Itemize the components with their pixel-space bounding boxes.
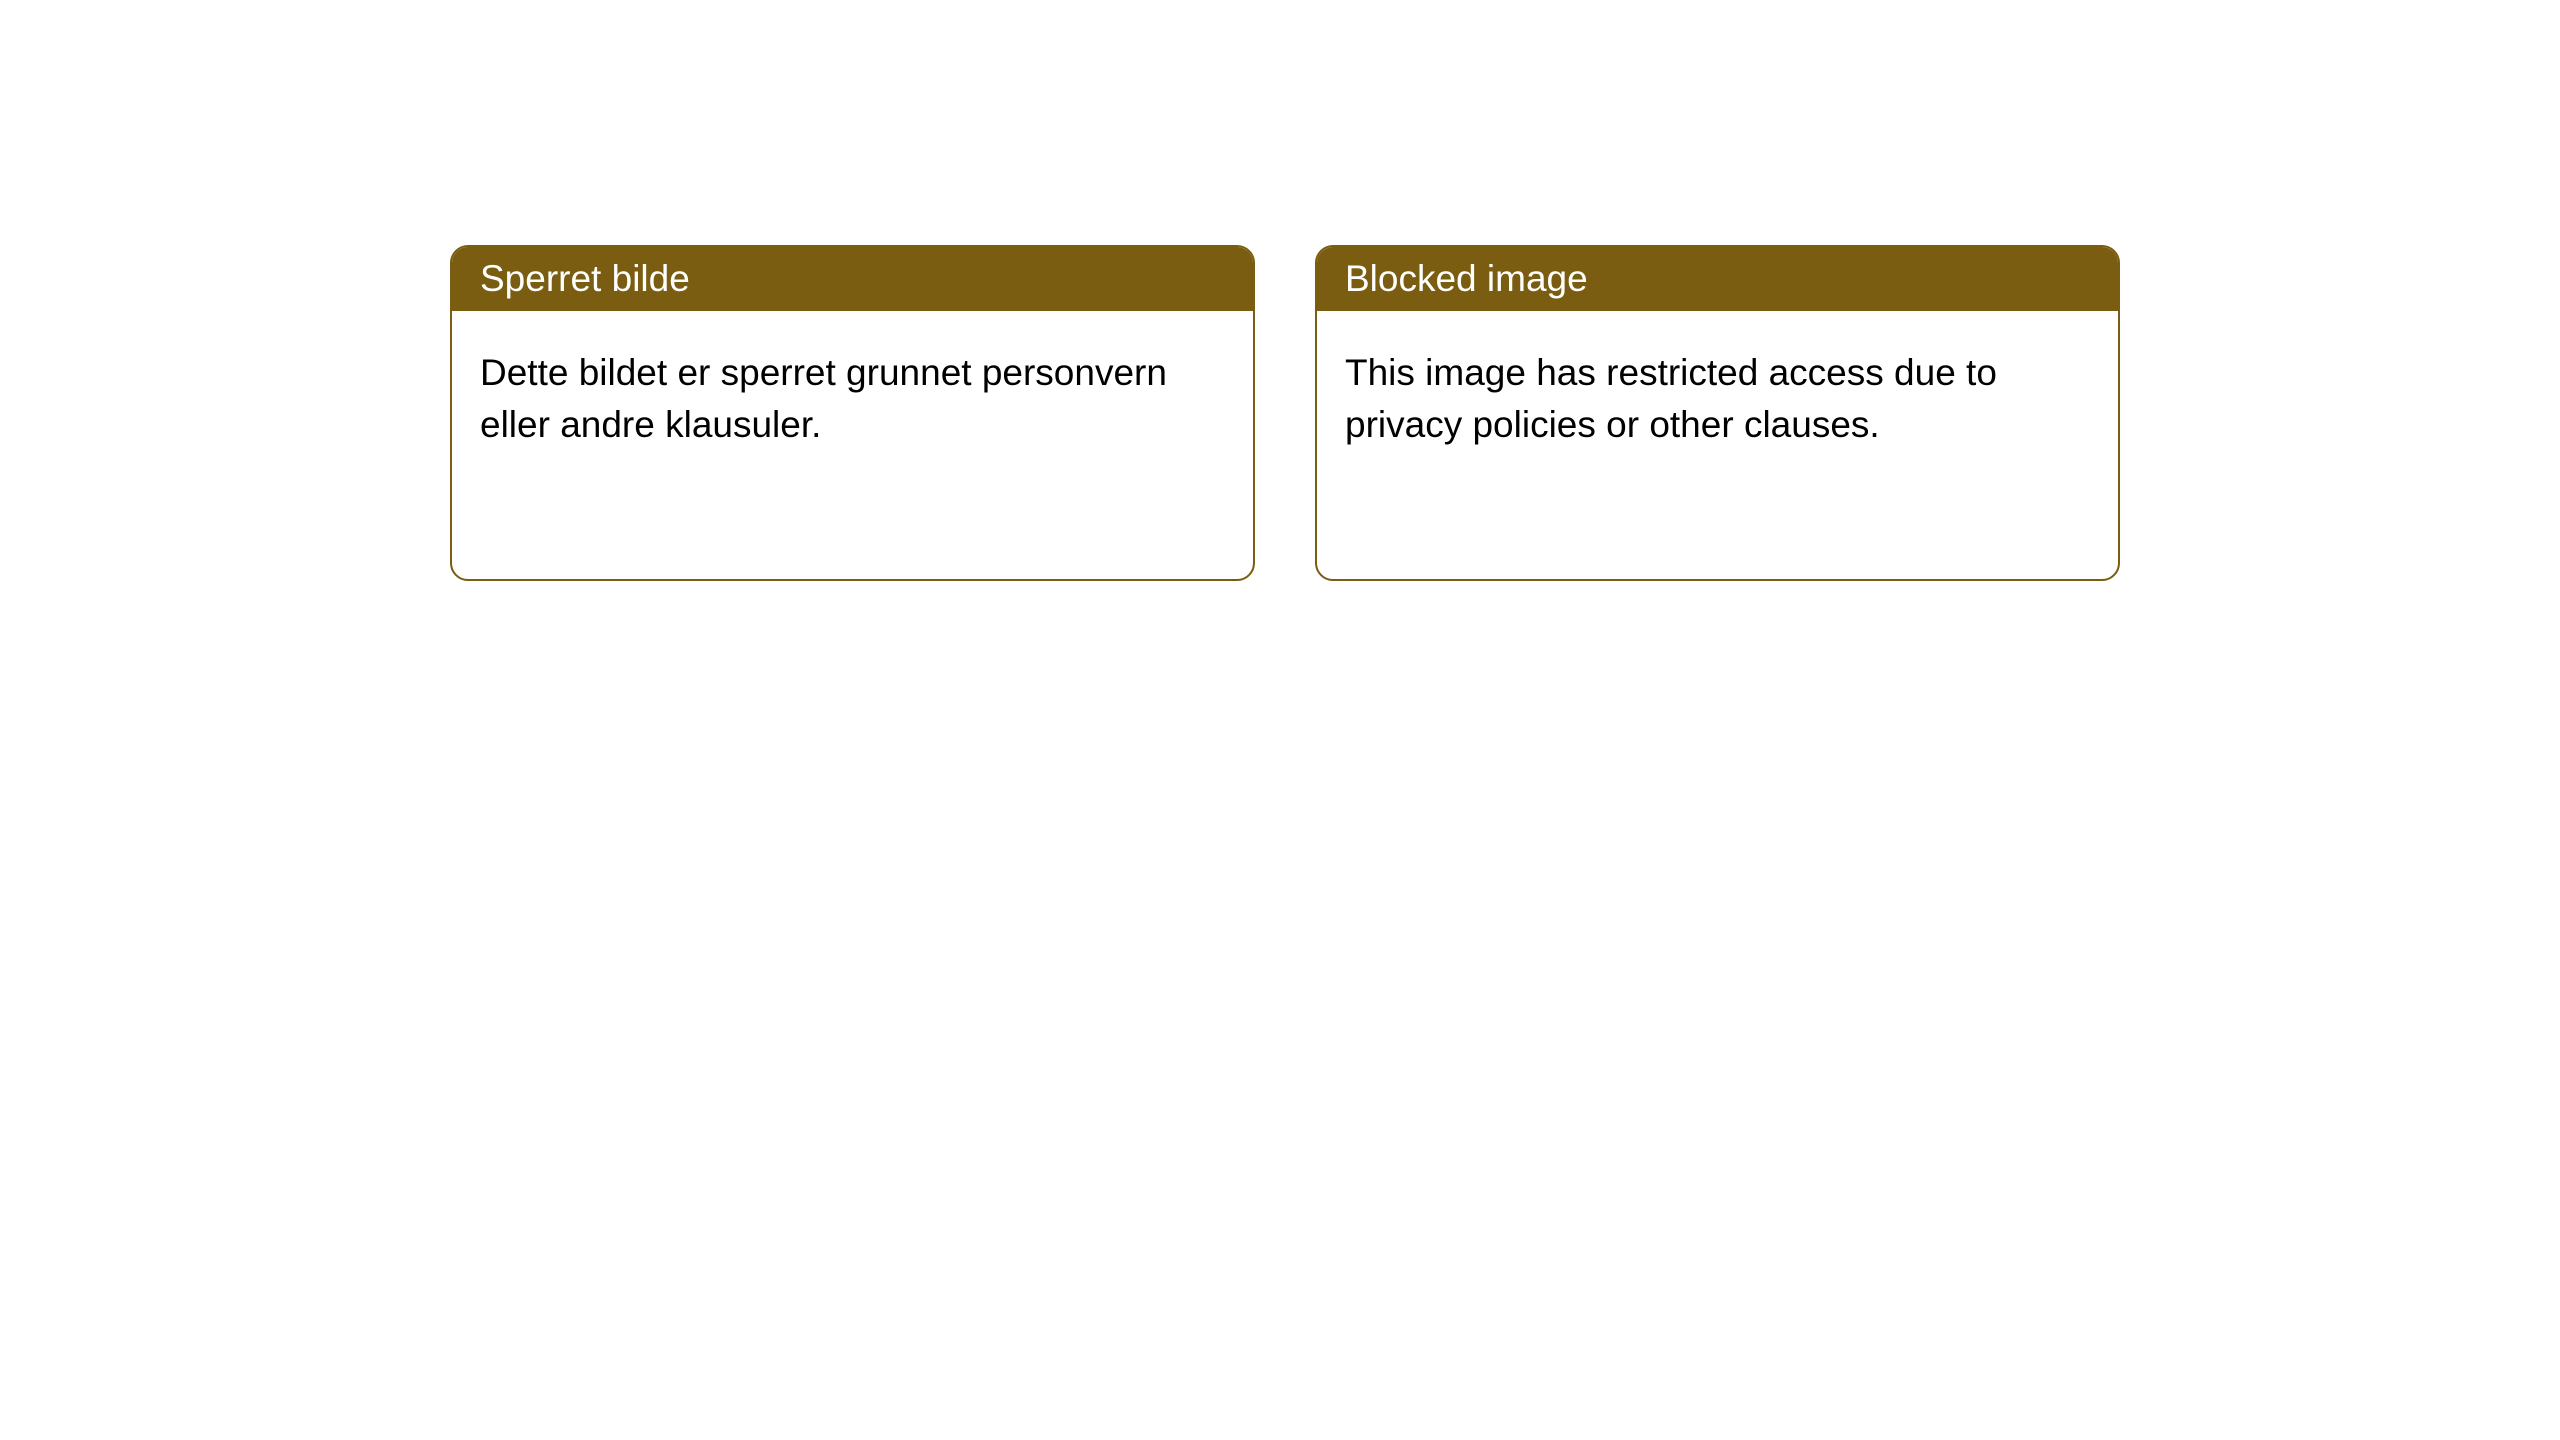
card-body: Dette bildet er sperret grunnet personve… — [452, 311, 1253, 487]
card-title: Blocked image — [1345, 258, 1588, 299]
card-title: Sperret bilde — [480, 258, 690, 299]
blocked-image-card-norwegian: Sperret bilde Dette bildet er sperret gr… — [450, 245, 1255, 581]
card-body-text: Dette bildet er sperret grunnet personve… — [480, 352, 1167, 445]
card-body: This image has restricted access due to … — [1317, 311, 2118, 487]
card-header: Sperret bilde — [452, 247, 1253, 311]
card-body-text: This image has restricted access due to … — [1345, 352, 1997, 445]
card-header: Blocked image — [1317, 247, 2118, 311]
notice-cards-container: Sperret bilde Dette bildet er sperret gr… — [450, 245, 2120, 581]
blocked-image-card-english: Blocked image This image has restricted … — [1315, 245, 2120, 581]
